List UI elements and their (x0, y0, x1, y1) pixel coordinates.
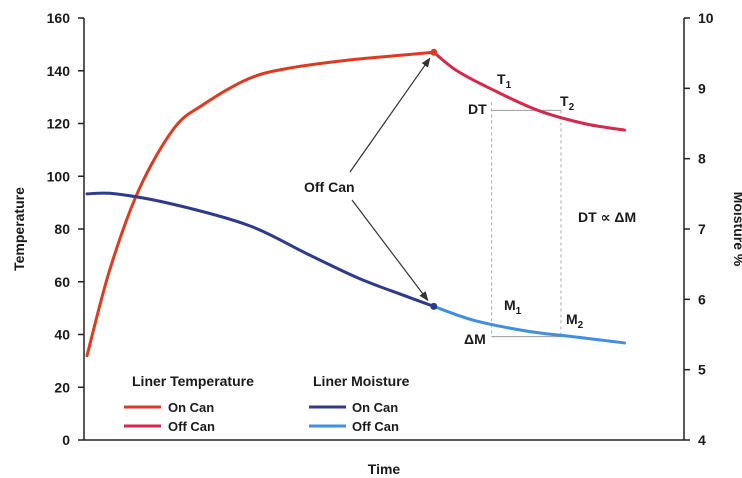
dm-label: ΔM (464, 331, 486, 347)
off-can-arrow-temperature (349, 57, 431, 173)
x-axis-title: Time (368, 461, 401, 477)
legend-group-temperature: Liner Temperature (132, 373, 254, 389)
legend: Liner Temperature Liner Moisture On Can … (124, 373, 410, 434)
legend-label-moist-off: Off Can (352, 419, 399, 434)
y-tick-label-left: 40 (54, 327, 70, 343)
temperature-off-can-point (430, 48, 438, 56)
t1-label: T1 (497, 71, 512, 91)
series-moisture-on-can (85, 191, 436, 308)
legend-label-temp-off: Off Can (168, 419, 215, 434)
y-tick-label-right: 5 (698, 362, 706, 378)
y-tick-label-left: 20 (54, 379, 70, 395)
dt-label: DT (468, 101, 487, 117)
off-can-arrow-moisture (351, 199, 429, 302)
y-tick-label-right: 9 (698, 80, 706, 96)
y-tick-label-right: 10 (698, 10, 714, 26)
series-temperature-off-can (432, 50, 627, 132)
m2-label: M2 (566, 311, 584, 331)
y-tick-label-right: 8 (698, 151, 706, 167)
series-moisture-off-can (432, 304, 627, 345)
t2-label: T2 (560, 93, 575, 113)
legend-label-moist-on: On Can (352, 400, 398, 415)
y-tick-label-right: 4 (698, 432, 706, 448)
y-tick-label-left: 160 (47, 10, 71, 26)
y-axis-title-left: Temperature (11, 187, 27, 271)
y-tick-label-left: 100 (47, 168, 71, 184)
legend-group-moisture: Liner Moisture (313, 373, 410, 389)
y-tick-label-left: 120 (47, 116, 71, 132)
legend-label-temp-on: On Can (168, 400, 214, 415)
y-axis-title-right: Moisture % (731, 192, 742, 267)
y-tick-label-left: 0 (62, 432, 70, 448)
y-tick-label-left: 80 (54, 221, 70, 237)
series-temperature-on-can (85, 50, 436, 358)
y-tick-label-left: 140 (47, 63, 71, 79)
moisture-off-can-point (430, 302, 438, 310)
m1-label: M1 (504, 297, 522, 317)
y-tick-label-left: 60 (54, 274, 70, 290)
y-tick-label-right: 7 (698, 221, 706, 237)
relation-annotation: DT ∝ ΔM (578, 209, 636, 225)
off-can-annotation: Off Can (304, 179, 355, 195)
y-tick-label-right: 6 (698, 291, 706, 307)
